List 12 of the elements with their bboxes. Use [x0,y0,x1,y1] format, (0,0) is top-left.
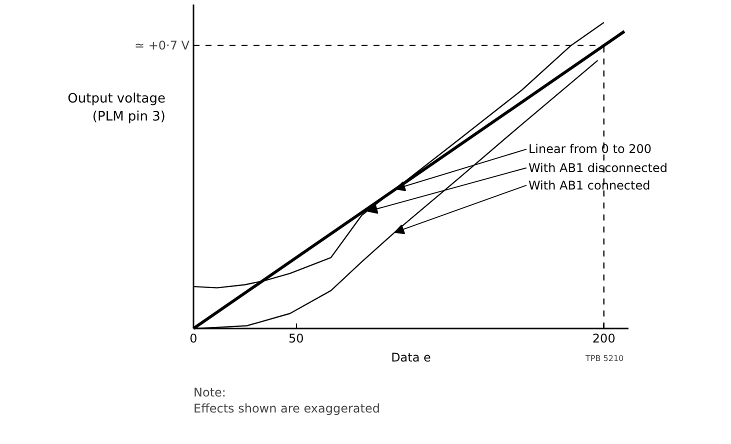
y-axis-title: Output voltage (PLM pin 3) [68,92,166,125]
x-tick-label: 200 [592,332,616,346]
annotation: With AB1 connected [528,178,650,192]
annotation: Linear from 0 to 200 [528,142,652,156]
x-axis-title: Data e [391,350,431,364]
text: TPB 5210 [584,354,624,363]
text: Effects shown are exaggerated [194,402,380,416]
x-tick-label: 50 [288,332,304,346]
ref-line-label: ≃ +0·7 V [134,38,190,52]
x-tick-label: 0 [190,332,198,346]
annotation: With AB1 disconnected [528,160,668,175]
text: Note: [194,386,226,400]
